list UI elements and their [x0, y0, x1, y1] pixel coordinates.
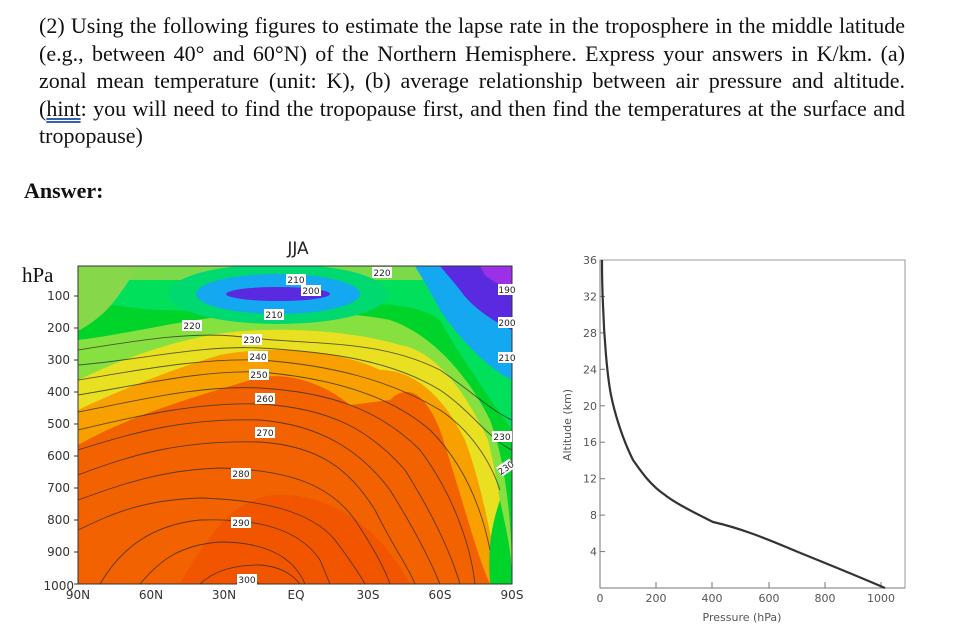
- zonal-mean-temperature-chart: JJA hPa: [20, 230, 540, 610]
- svg-text:190: 190: [498, 286, 515, 296]
- svg-text:16: 16: [583, 436, 597, 449]
- svg-text:30S: 30S: [357, 588, 380, 602]
- x-axis-label: Pressure (hPa): [703, 611, 782, 624]
- svg-text:200: 200: [302, 287, 319, 297]
- x-axis-ticks: 90N 60N 30N EQ 30S 60S 90S: [66, 588, 524, 602]
- svg-text:210: 210: [498, 354, 515, 364]
- svg-text:1000: 1000: [867, 592, 895, 605]
- svg-text:700: 700: [47, 481, 70, 495]
- svg-text:220: 220: [373, 269, 390, 279]
- svg-text:32: 32: [583, 290, 597, 303]
- svg-text:800: 800: [815, 592, 836, 605]
- svg-text:260: 260: [256, 395, 273, 405]
- svg-text:1000: 1000: [43, 579, 74, 593]
- svg-text:4: 4: [590, 546, 597, 559]
- svg-text:12: 12: [583, 473, 597, 486]
- svg-text:28: 28: [583, 327, 597, 340]
- svg-text:600: 600: [47, 449, 70, 463]
- svg-text:24: 24: [583, 363, 597, 376]
- svg-text:EQ: EQ: [287, 588, 304, 602]
- svg-text:100: 100: [47, 289, 70, 303]
- svg-text:290: 290: [232, 519, 249, 529]
- question-suffix: : you will need to find the tropopause f…: [39, 95, 905, 149]
- svg-text:90N: 90N: [66, 588, 90, 602]
- svg-text:60S: 60S: [429, 588, 452, 602]
- x-axis-ticks: 0 200 400 600 800 1000: [597, 582, 895, 605]
- svg-text:400: 400: [47, 385, 70, 399]
- svg-text:800: 800: [47, 513, 70, 527]
- contour-labels: 220 210 200 210 220 230 240 250 260 270 …: [182, 267, 517, 586]
- hint-word: hint: [46, 95, 81, 121]
- svg-text:0: 0: [597, 592, 604, 605]
- svg-text:600: 600: [759, 592, 780, 605]
- y-axis-ticks: 100 200 300 400 500 600 700 800 900 1000: [43, 289, 78, 593]
- svg-text:210: 210: [287, 276, 304, 286]
- y-axis-ticks: 4 8 12 16 20 24 28 32 36: [583, 254, 605, 559]
- svg-text:270: 270: [256, 429, 273, 439]
- svg-text:30N: 30N: [212, 588, 236, 602]
- svg-text:300: 300: [238, 576, 255, 586]
- svg-text:90S: 90S: [501, 588, 524, 602]
- svg-text:250: 250: [250, 371, 267, 381]
- svg-text:230: 230: [493, 433, 510, 443]
- svg-text:280: 280: [232, 470, 249, 480]
- svg-text:200: 200: [646, 592, 667, 605]
- svg-text:230: 230: [243, 336, 260, 346]
- y-axis-unit: hPa: [22, 263, 54, 287]
- svg-text:400: 400: [702, 592, 723, 605]
- svg-text:60N: 60N: [139, 588, 163, 602]
- svg-text:8: 8: [590, 509, 597, 522]
- svg-text:300: 300: [47, 353, 70, 367]
- chart-title: JJA: [286, 239, 309, 259]
- svg-text:200: 200: [498, 319, 515, 329]
- svg-text:240: 240: [249, 353, 266, 363]
- question-prefix: (2) Using the following figures to estim…: [39, 13, 905, 121]
- svg-text:220: 220: [183, 322, 200, 332]
- svg-text:200: 200: [47, 321, 70, 335]
- svg-text:36: 36: [583, 254, 597, 267]
- pressure-altitude-curve: [600, 259, 886, 590]
- answer-label: Answer:: [24, 178, 104, 203]
- y-axis-label: Altitude (km): [561, 389, 574, 461]
- svg-text:500: 500: [47, 417, 70, 431]
- svg-text:20: 20: [583, 400, 597, 413]
- contour-fill: [78, 266, 512, 584]
- svg-text:900: 900: [47, 545, 70, 559]
- question-text: (2) Using the following figures to estim…: [39, 12, 905, 150]
- pressure-altitude-chart: 4 8 12 16 20 24 28 32 36 0 200 400 600 8…: [555, 245, 915, 630]
- svg-text:210: 210: [265, 311, 282, 321]
